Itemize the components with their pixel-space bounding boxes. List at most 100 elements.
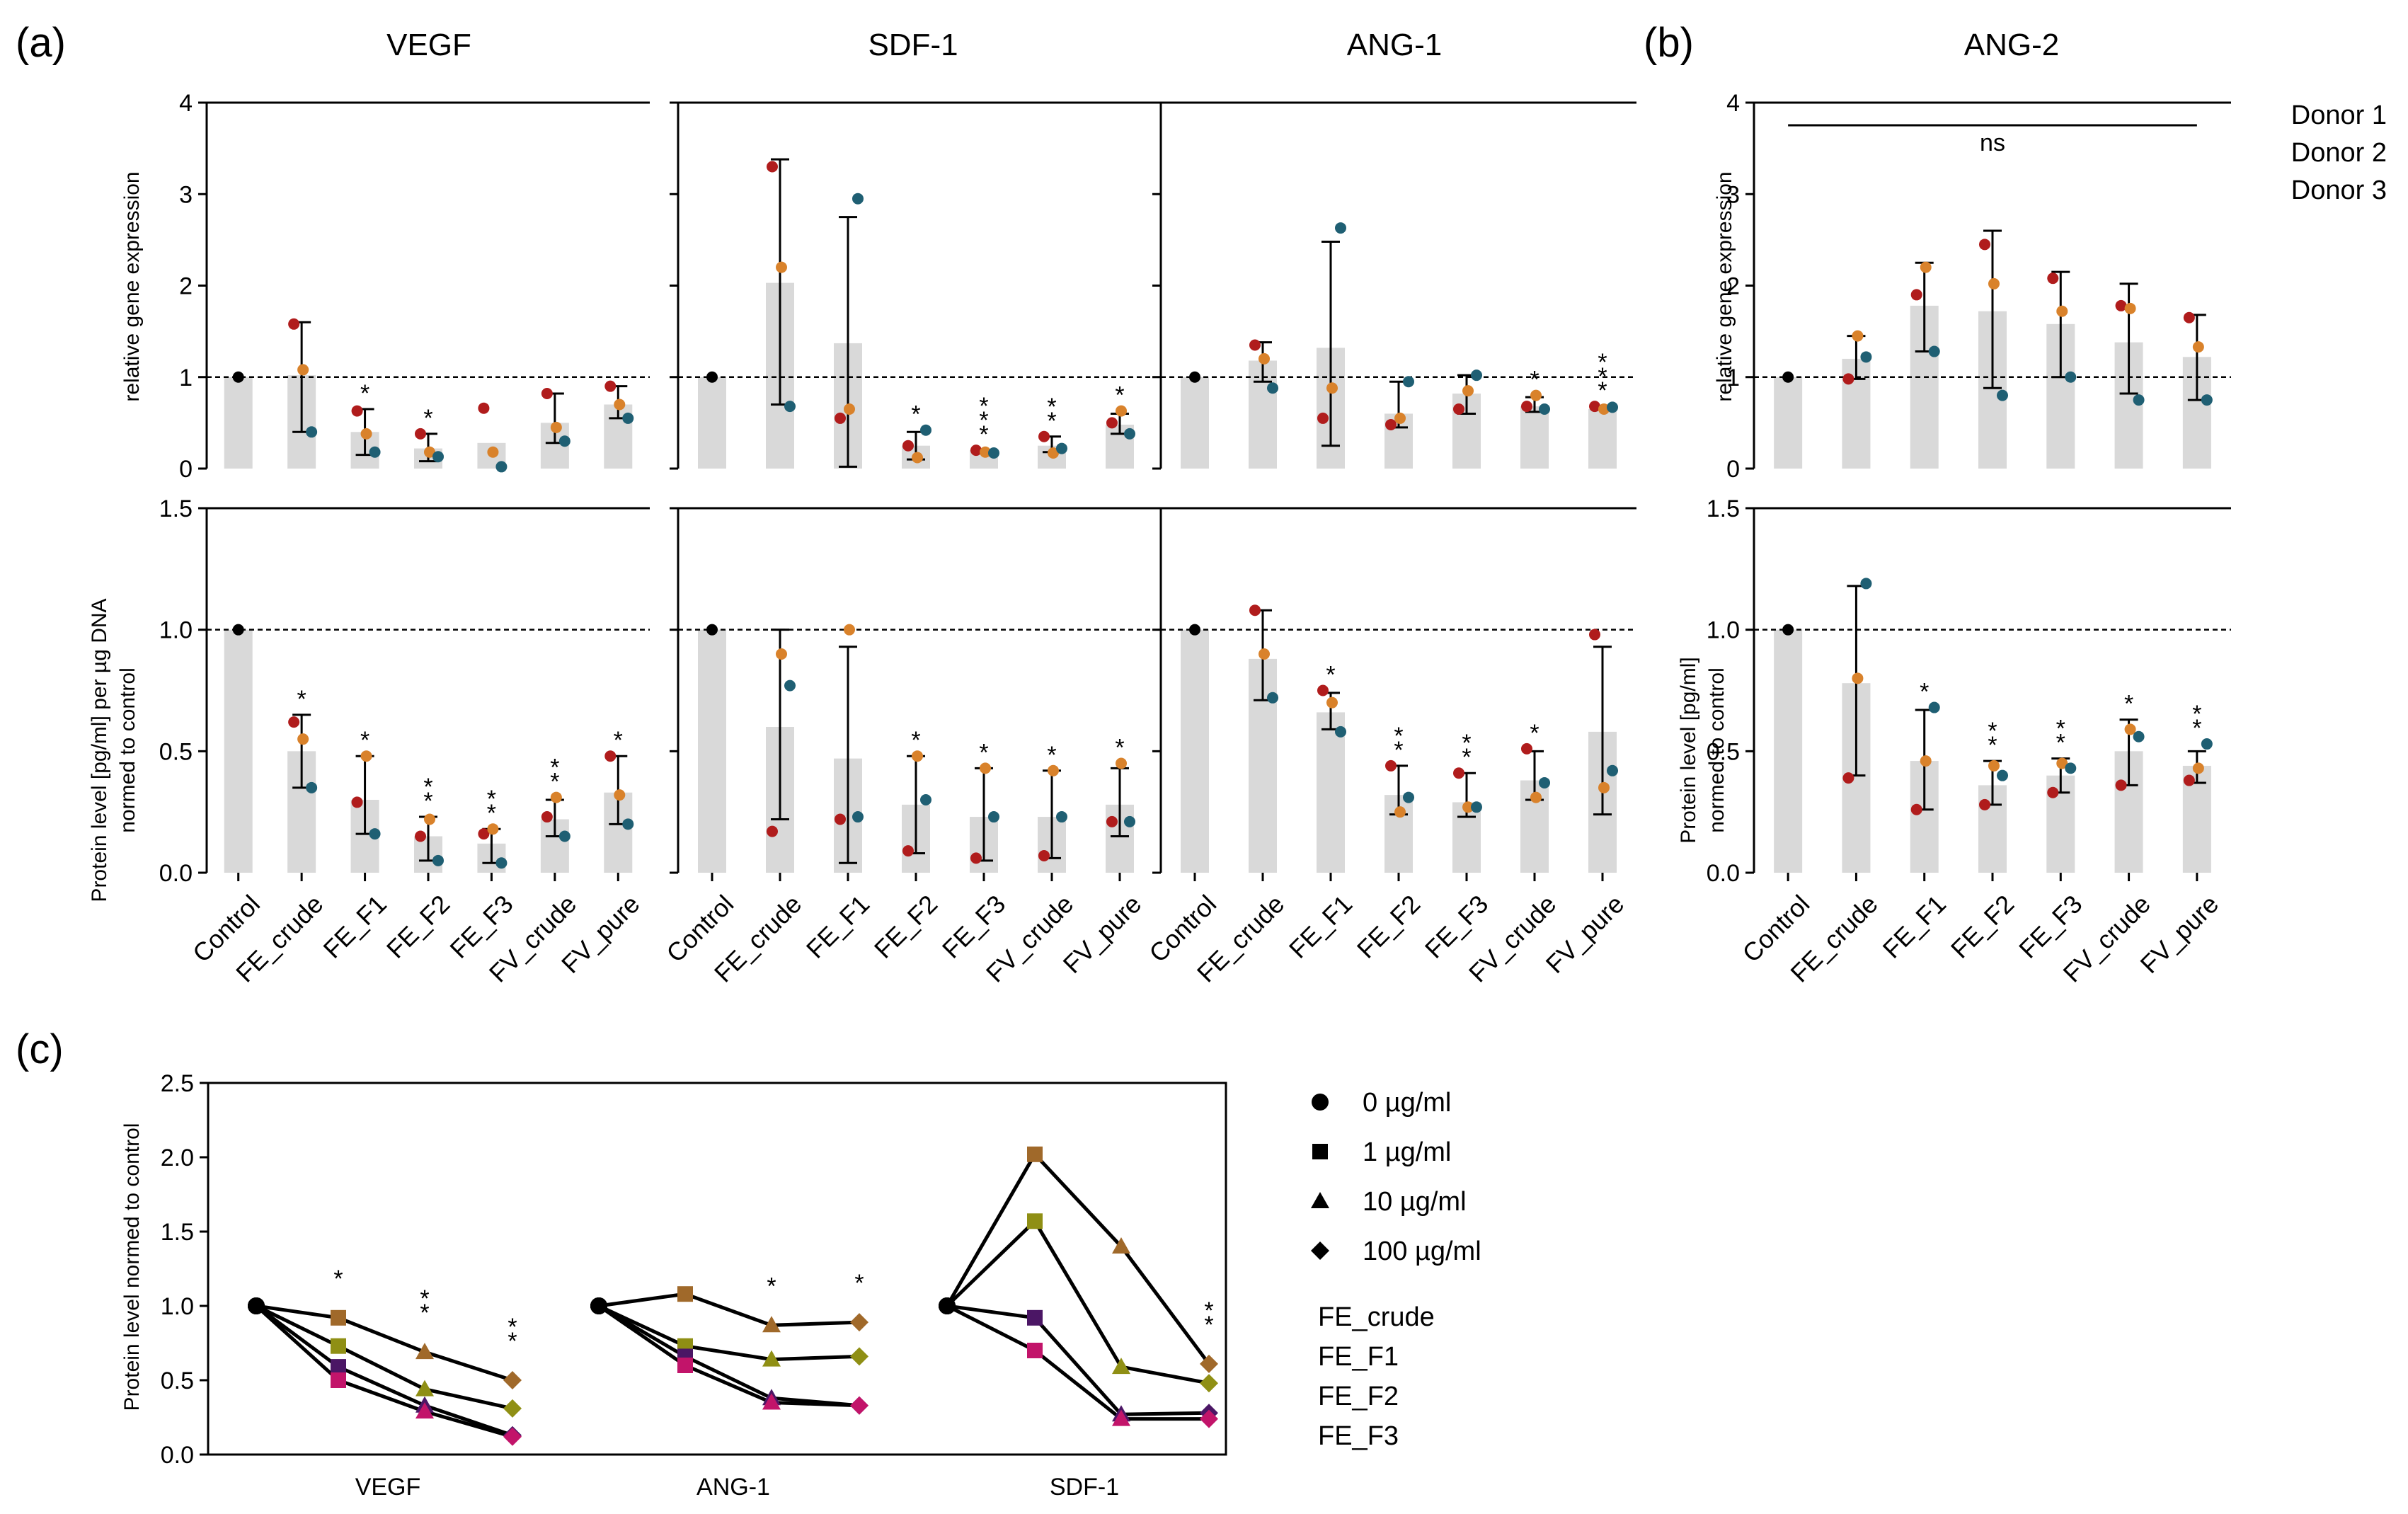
- ANG2-gene-point-donor2-FV_crude: [2124, 302, 2136, 314]
- SDF1-protein-point-control: [706, 624, 718, 636]
- ANG1-gene-point-donor1-FV_pure: [1589, 401, 1600, 413]
- SDF1-gene-significance: *: [979, 407, 988, 434]
- dose-significance-VEGF: *: [420, 1285, 429, 1312]
- VEGF-gene-point-donor3-FE_F2: [432, 451, 444, 463]
- dose-group-label-SDF-1: SDF-1: [1050, 1474, 1119, 1501]
- SDF1-protein-point-donor3-FE_F3: [988, 811, 999, 823]
- VEGF-gene-point-donor1-FV_crude: [541, 388, 553, 400]
- ANG2-protein-point-donor1-FE_crude: [1842, 772, 1854, 784]
- dose-legend-marker: [1312, 1094, 1329, 1111]
- panel-letter-b: (b): [1644, 20, 1694, 66]
- ANG1-protein-point-donor2-FV_crude: [1530, 791, 1542, 803]
- dose-line-VEGF-FE_crude: [256, 1304, 513, 1382]
- VEGF-protein-point-donor2-FE_F2: [424, 813, 435, 825]
- dose-marker-SDF-1-FE_F3: [1027, 1343, 1043, 1358]
- ANG1-protein-significance: *: [1394, 737, 1403, 764]
- VEGF-protein-xtick-label-FE_F1: FE_F1: [318, 889, 392, 963]
- ANG2-gene-point-donor3-FE_crude: [1860, 351, 1872, 363]
- dose-line-ANG-1-FE_crude: [598, 1292, 860, 1327]
- ANG2-gene-ytick-label: 2: [1726, 273, 1740, 300]
- SDF1-gene-point-donor3-FE_F1: [852, 193, 864, 205]
- SDF1-protein-point-donor2-FE_crude: [776, 648, 787, 660]
- ANG1-protein-significance: *: [1326, 662, 1335, 689]
- ANG1-protein-point-donor2-FE_F1: [1326, 696, 1338, 709]
- ANG2-gene-ytick-label: 0: [1726, 456, 1740, 483]
- dose-legend-label: 1 µg/ml: [1363, 1137, 1451, 1167]
- dose-legend-marker: [1311, 1192, 1329, 1208]
- ANG1-gene-bar-FV_crude: [1520, 406, 1549, 469]
- ANG2-protein-ytick-label: 1.5: [1707, 495, 1740, 522]
- VEGF-protein-point-donor1-FV_pure: [604, 750, 617, 762]
- dose-marker-ANG-1-FE_crude: [762, 1316, 781, 1333]
- ANG1-protein-point-donor3-FE_crude: [1267, 692, 1278, 704]
- SDF1-gene-significance: *: [1047, 394, 1056, 420]
- VEGF-gene-point-control: [232, 371, 244, 383]
- dose-significance-ANG-1: *: [767, 1273, 776, 1300]
- ANG2-protein-xtick-label-FE_F1: FE_F1: [1877, 889, 1951, 963]
- ANG1-gene-bar-FV_pure: [1588, 408, 1617, 469]
- ANG1-protein-bar-FE_F1: [1317, 712, 1345, 873]
- ANG1-protein-point-donor1-FV_pure: [1589, 629, 1600, 641]
- ANG1-protein-bar-Control: [1181, 629, 1209, 873]
- ylabel-gene-a: relative gene expression: [120, 171, 144, 401]
- ANG2-protein-point-control: [1782, 624, 1794, 636]
- ANG1-protein-xtick-label-FE_F2: FE_F2: [1351, 889, 1426, 963]
- SDF1-protein-point-donor1-FE_F1: [835, 813, 846, 825]
- ylabel-gene-b: relative gene expression: [1713, 171, 1736, 401]
- VEGF-gene-bar-Control: [224, 377, 253, 469]
- SDF1-protein-point-donor1-FE_F2: [902, 845, 914, 857]
- ANG1-gene-point-donor3-FE_F3: [1471, 369, 1482, 382]
- dose-line-SDF-1-FE_F1: [946, 1218, 1210, 1385]
- ylabel-protein-a-line2: normed to control: [116, 667, 139, 832]
- ANG1-gene-point-donor2-FE_F1: [1326, 382, 1338, 394]
- dose-marker-VEGF-FE_F3: [503, 1427, 522, 1446]
- VEGF-protein-significance: *: [423, 788, 432, 815]
- dose-significance-ANG-1: *: [854, 1270, 864, 1297]
- SDF1-protein-point-donor2-FV_crude: [1048, 764, 1059, 776]
- SDF1-gene-point-donor1-FE_crude: [767, 161, 778, 173]
- dose-significance-SDF-1: *: [1204, 1297, 1213, 1324]
- ANG2-protein-point-donor2-FE_F1: [1920, 755, 1932, 767]
- ANG2-protein-significance: *: [2192, 701, 2201, 728]
- VEGF-gene-point-donor3-FE_F3: [495, 461, 508, 473]
- dose-marker-VEGF-FE_F1: [331, 1338, 346, 1354]
- dose-marker-SDF-1-FE_crude: [1112, 1237, 1130, 1254]
- ANG2-protein-significance: *: [1988, 732, 1997, 759]
- VEGF-protein-point-donor1-FV_crude: [541, 811, 553, 823]
- ANG1-gene-significance: *: [1598, 377, 1607, 404]
- ANG2-protein-significance: *: [2192, 715, 2201, 742]
- SDF1-gene-point-donor2-FE_F2: [912, 452, 923, 464]
- VEGF-protein-point-donor1-FE_F2: [415, 830, 426, 842]
- ANG2-gene-point-donor3-FE_F1: [1928, 345, 1940, 357]
- dose-significance-VEGF: *: [508, 1328, 517, 1355]
- VEGF-gene-ytick-label: 0: [179, 456, 193, 483]
- ylabel-protein-a-line1: Protein level [pg/ml] per µg DNA: [88, 598, 111, 902]
- VEGF-gene-point-donor3-FV_crude: [558, 435, 571, 447]
- ANG2-protein-significance: *: [2056, 716, 2065, 742]
- ANG2-protein-point-donor1-FE_F3: [2047, 786, 2059, 798]
- dose-marker-ANG-1-FE_F3: [590, 1297, 607, 1314]
- VEGF-protein-significance: *: [423, 774, 432, 801]
- ANG2-gene-point-donor1-FE_F1: [1910, 289, 1922, 301]
- VEGF-gene-ytick-label: 2: [179, 273, 193, 300]
- ANG1-gene-point-donor1-FE_F3: [1453, 403, 1464, 415]
- ANG2-gene-point-donor3-FE_F3: [2065, 371, 2077, 383]
- ANG2-gene-ytick-label: 3: [1726, 181, 1740, 208]
- ANG1-protein-point-donor2-FE_crude: [1259, 648, 1270, 660]
- panel-letter-c: (c): [16, 1026, 64, 1072]
- ANG2-gene-point-donor3-FV_crude: [2133, 394, 2145, 406]
- ANG1-protein-point-donor3-FE_F2: [1403, 791, 1414, 803]
- ANG1-protein-point-donor3-FV_crude: [1539, 776, 1550, 788]
- dose-marker-SDF-1-FE_crude: [1027, 1146, 1043, 1162]
- VEGF-protein-significance: *: [487, 800, 496, 827]
- ANG1-gene-bar-Control: [1181, 377, 1209, 469]
- ANG2-protein-point-donor3-FE_F2: [1997, 769, 2008, 781]
- dose-legend-label: 10 µg/ml: [1363, 1187, 1467, 1217]
- ANG2-gene-point-donor1-FV_pure: [2183, 311, 2195, 323]
- dose-response-ytick-label: 1.5: [161, 1219, 194, 1246]
- legend-donor-1: Donor 1: [2291, 101, 2387, 130]
- VEGF-gene-significance: *: [423, 405, 432, 432]
- ANG2-protein-point-donor1-FE_F2: [1979, 798, 1990, 810]
- dose-marker-SDF-1-FE_F1: [1200, 1374, 1218, 1393]
